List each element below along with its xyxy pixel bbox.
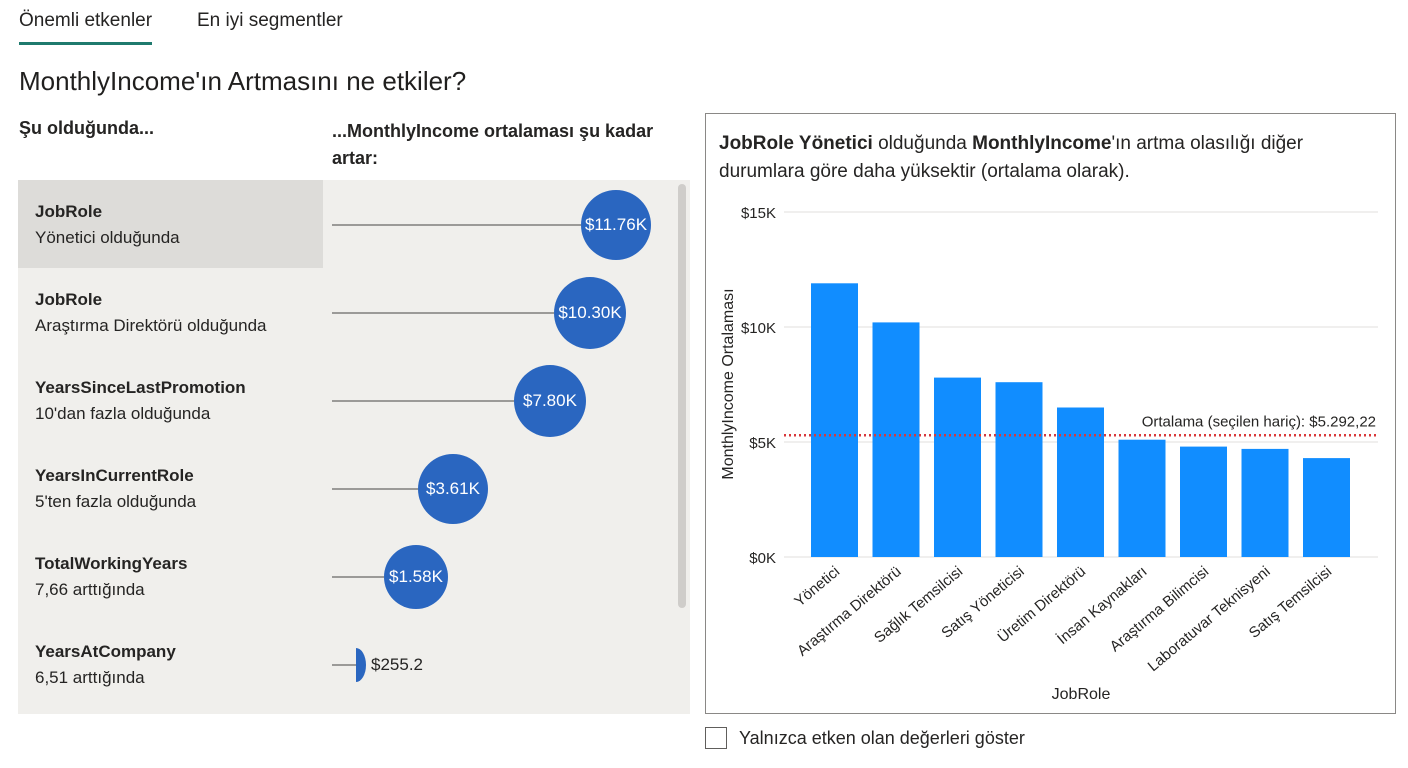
influencer-condition: Yönetici olduğunda (35, 228, 180, 247)
influence-value: $255.2 (371, 655, 423, 674)
y-tick-label: $0K (749, 550, 776, 567)
influence-bubble[interactable] (356, 648, 366, 682)
influencer-condition: 5'ten fazla olduğunda (35, 492, 197, 511)
column-header-when: Şu olduğunda... (19, 118, 154, 138)
influence-line (332, 488, 418, 490)
x-tick-label: Araştırma Direktörü (794, 563, 905, 660)
bar[interactable] (1118, 439, 1166, 557)
page-title: MonthlyIncome'ın Artmasını ne etkiler? (19, 66, 467, 96)
influencer-condition: 7,66 arttığında (35, 580, 145, 599)
bar[interactable] (995, 382, 1043, 557)
scrollbar[interactable] (678, 184, 686, 608)
selected-row-highlight (18, 180, 323, 268)
influencer-field: JobRole (35, 290, 103, 309)
influence-line (332, 400, 514, 402)
bar[interactable] (872, 322, 920, 557)
show-influencers-only-checkbox[interactable] (705, 727, 727, 749)
influencer-row[interactable]: YearsInCurrentRole 5'ten fazla olduğunda… (18, 444, 690, 532)
tab-key-influencers[interactable]: Önemli etkenler (19, 10, 153, 45)
influencer-condition: 6,51 arttığında (35, 668, 145, 687)
title-part: 'ın artma olasılığı diğer durumlara göre… (719, 133, 1304, 182)
influence-line (332, 224, 581, 226)
chart-title: JobRole Yönetici olduğunda MonthlyIncome… (719, 130, 1379, 186)
tab-top-segments[interactable]: En iyi segmentler (197, 10, 343, 31)
y-axis-title: MonthlyIncome Ortalaması (720, 288, 737, 479)
influencers-list: JobRole Yönetici olduğunda $11.76K JobRol… (18, 180, 690, 714)
y-tick-label: $15K (741, 205, 776, 222)
title-part: MonthlyIncome (972, 133, 1112, 154)
influence-bubble[interactable]: $1.58K (384, 545, 448, 609)
influencer-field: TotalWorkingYears (35, 554, 188, 573)
reference-line-label: Ortalama (seçilen hariç): $5.292,22 (1142, 413, 1376, 430)
influencer-row[interactable]: TotalWorkingYears 7,66 arttığında $1.58K (18, 532, 690, 620)
influencer-field: JobRole (35, 202, 103, 221)
influence-bubble[interactable]: $7.80K (514, 365, 586, 437)
column-header-effect: ...MonthlyIncome ortalaması şu kadar art… (332, 121, 654, 168)
influence-line (332, 312, 554, 314)
bar[interactable] (1057, 407, 1104, 558)
x-tick-label: Laboratuvar Teknisyeni (1145, 563, 1274, 675)
influencer-row[interactable]: JobRole Yönetici olduğunda $11.76K (18, 180, 690, 268)
influencer-condition: Araştırma Direktörü olduğunda (35, 316, 267, 335)
influence-line (332, 664, 356, 666)
title-part: olduğunda (872, 133, 973, 154)
detail-chart-panel: JobRole Yönetici olduğunda MonthlyIncome… (705, 113, 1396, 714)
influencer-row[interactable]: JobRole Araştırma Direktörü olduğunda $1… (18, 268, 690, 356)
influencer-row[interactable]: YearsAtCompany 6,51 arttığında $255.2 (18, 620, 690, 708)
influencer-field: YearsInCurrentRole (35, 466, 194, 485)
title-part: JobRole (719, 133, 799, 154)
title-part: Yönetici (798, 133, 873, 154)
influence-bubble[interactable]: $10.30K (554, 277, 626, 349)
influencer-field: YearsAtCompany (35, 642, 176, 661)
influencer-field: YearsSinceLastPromotion (35, 378, 246, 397)
influence-line (332, 576, 384, 578)
x-tick-label: Yönetici (791, 563, 843, 610)
bar[interactable] (1180, 446, 1227, 557)
influence-bubble[interactable]: $11.76K (581, 190, 651, 260)
influencer-condition: 10'dan fazla olduğunda (35, 404, 211, 423)
y-tick-label: $5K (749, 435, 776, 452)
y-tick-label: $10K (741, 320, 776, 337)
bar[interactable] (811, 283, 858, 557)
x-axis-title: JobRole (1052, 686, 1111, 703)
bar[interactable] (1241, 448, 1289, 557)
bar[interactable] (934, 377, 981, 557)
bar[interactable] (1303, 458, 1350, 557)
checkbox-label[interactable]: Yalnızca etken olan değerleri göster (739, 728, 1025, 748)
influence-bubble[interactable]: $3.61K (418, 454, 488, 524)
influencer-row[interactable]: YearsSinceLastPromotion 10'dan fazla old… (18, 356, 690, 444)
